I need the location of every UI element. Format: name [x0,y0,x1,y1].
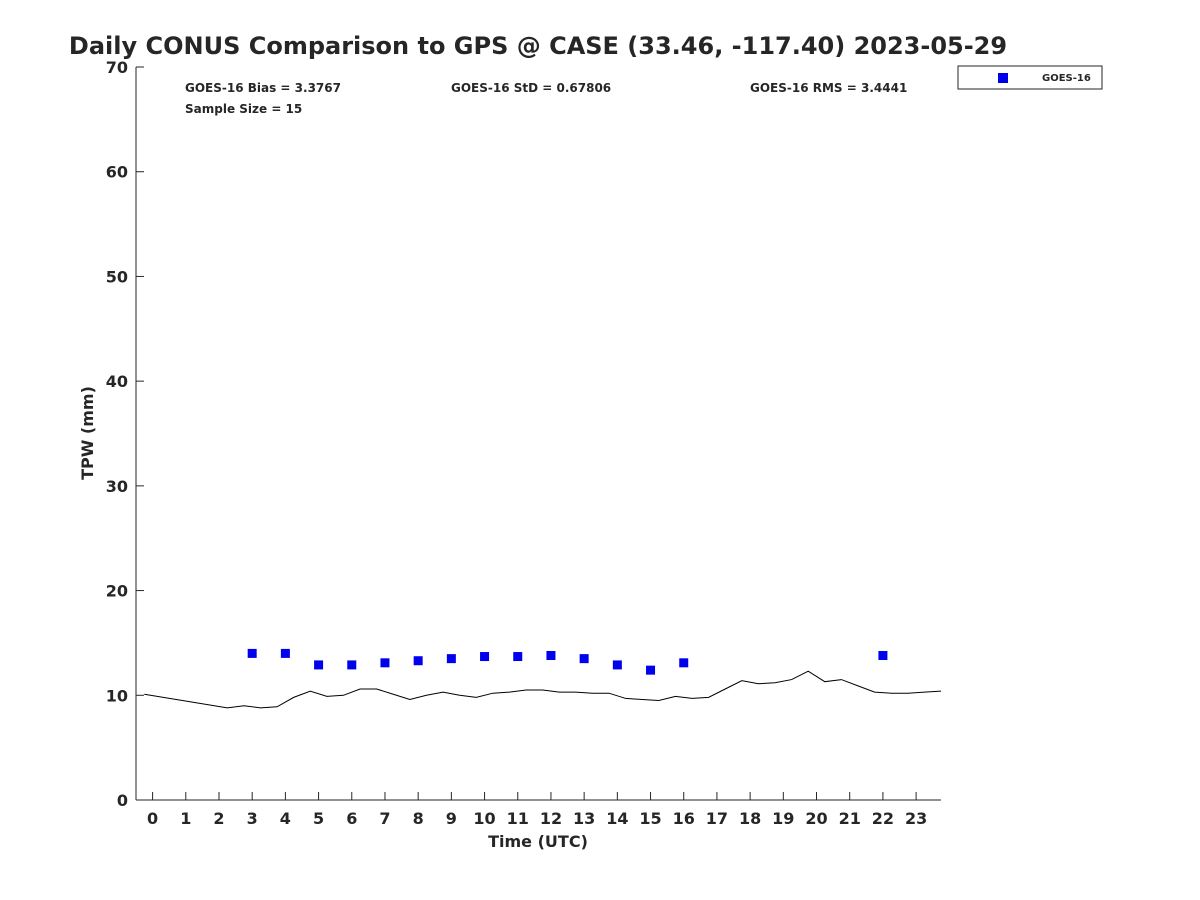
y-axis-label: TPW (mm) [78,386,97,480]
x-tick-label: 5 [313,809,324,828]
legend-label-goes16: GOES-16 [1042,73,1091,84]
goes16-point [347,660,357,670]
y-tick-label: 0 [117,791,128,810]
legend-box [957,65,1103,90]
goes16-point [446,654,456,664]
goes16-point [480,652,490,662]
x-tick-label: 2 [213,809,224,828]
y-tick-label: 30 [106,477,128,496]
plot-marks [144,648,942,709]
x-tick-label: 21 [839,809,861,828]
x-tick-label: 1 [180,809,191,828]
std-annotation: GOES-16 StD = 0.67806 [451,81,611,95]
goes16-point [280,648,290,658]
y-tick-label: 10 [106,686,128,705]
goes16-point [380,658,390,668]
sample-size-annotation: Sample Size = 15 [185,102,302,116]
legend: GOES-16 [957,65,1103,90]
x-tick-label: 22 [872,809,894,828]
x-tick-label: 16 [673,809,695,828]
x-tick-label: 14 [606,809,628,828]
chart-title: Daily CONUS Comparison to GPS @ CASE (33… [69,32,1007,60]
x-tick-label: 4 [280,809,291,828]
goes16-point [646,665,656,675]
legend-marker-goes16 [998,73,1008,83]
x-tick-label: 9 [446,809,457,828]
goes16-point [546,650,556,660]
goes16-point [513,652,523,662]
y-tick-label: 60 [106,163,128,182]
x-tick-label: 18 [739,809,761,828]
y-tick-label: 50 [106,267,128,286]
x-tick-label: 3 [247,809,258,828]
x-tick-label: 8 [413,809,424,828]
x-tick-label: 10 [473,809,495,828]
x-tick-label: 11 [507,809,529,828]
y-tick-label: 70 [106,58,128,77]
x-tick-label: 7 [379,809,390,828]
goes16-point [579,654,589,664]
bias-annotation: GOES-16 Bias = 3.3767 [185,81,341,95]
x-tick-label: 0 [147,809,158,828]
x-axis-label: Time (UTC) [488,832,588,851]
gps-line [144,670,942,709]
goes16-point [679,658,689,668]
x-tick-label: 15 [639,809,661,828]
y-tick-label: 20 [106,582,128,601]
goes16-point [612,660,622,670]
x-tick-label: 23 [905,809,927,828]
y-tick-label: 40 [106,372,128,391]
x-tick-label: 6 [346,809,357,828]
x-tick-label: 17 [706,809,728,828]
goes16-point [878,650,888,660]
x-tick-label: 19 [772,809,794,828]
x-tick-label: 20 [805,809,827,828]
axes: 0 1 2 3 4 5 6 7 8 9 10 11 12 13 14 15 16 17 18 19 20 21 22 2301… [106,58,941,828]
x-tick-label: 12 [540,809,562,828]
rms-annotation: GOES-16 RMS = 3.4441 [750,81,907,95]
goes16-point [413,656,423,666]
goes16-point [247,648,257,658]
goes16-point [314,660,324,670]
x-tick-label: 13 [573,809,595,828]
